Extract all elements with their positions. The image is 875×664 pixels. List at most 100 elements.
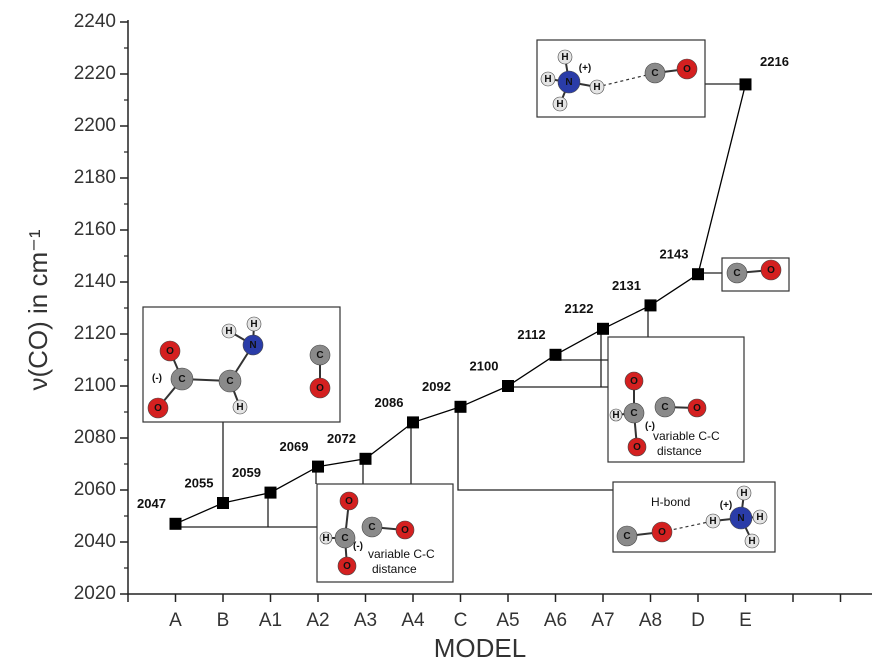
inset: C O H H N (+) H H H-bond [613,482,775,552]
y-tick-label: 2120 [74,323,116,344]
atom-label: C [316,350,323,361]
atom-label: H [612,410,619,421]
data-label: 2112 [517,327,545,342]
x-tick-label: B [217,610,230,631]
x-tick-label: A7 [591,610,614,631]
atom-label: C [178,374,185,385]
atom-label: H [225,326,232,337]
data-point [312,461,324,473]
atom-label: C [368,522,375,533]
atom-label: H [709,516,716,527]
data-label: 2072 [327,431,356,446]
x-tick-label: C [454,610,468,631]
y-tick-label: 2140 [74,271,116,292]
x-tick-label: A6 [544,610,567,631]
connector [458,407,613,490]
data-point [407,416,419,428]
atom-label: H [556,99,563,110]
inset: CO [722,258,789,291]
inset-note: variable C-C [653,429,720,443]
data-point [455,401,467,413]
data-point [645,299,657,311]
x-tick-label: A5 [496,610,519,631]
atom-label: O [633,442,641,453]
atom-label: N [565,77,572,88]
atom-label: C [661,402,668,413]
data-label: 2143 [660,247,689,262]
atom-label: H [544,74,551,85]
y-tick-label: 2200 [74,115,116,136]
atom-label: O [345,496,353,507]
atom-label: O [166,346,174,357]
data-point [217,497,229,509]
data-label: 2059 [232,465,261,480]
atom-label: (+) [720,500,733,511]
y-tick-label: 2160 [74,219,116,240]
atom-label: C [733,268,740,279]
atom-label: H [250,319,257,330]
data-point [597,323,609,335]
atom-label: C [651,68,658,79]
atom-label: O [154,403,162,414]
x-tick-label: A [169,610,182,631]
y-tick-label: 2040 [74,531,116,552]
data-point [360,453,372,465]
atom-label: O [683,64,691,75]
atom-label: H [740,488,747,499]
atom-label: C [630,408,637,419]
inset-note: distance [657,444,702,458]
data-label: 2069 [280,439,309,454]
x-tick-label: A3 [354,610,377,631]
atom-label: O [767,265,775,276]
atom-label: O [316,383,324,394]
x-axis-label: MODEL [434,633,526,663]
atom-label: C [341,533,348,544]
y-tick-label: 2060 [74,479,116,500]
atom-label: H [593,82,600,93]
page: MODEL ν(CO) in cm⁻¹ 2020 2040 2060 2080 2100… [0,0,875,664]
y-tick-label: 2220 [74,63,116,84]
atom-label: N [737,513,744,524]
atom-label: C [623,531,630,542]
atom-label: O [658,527,666,538]
atom-label: H [322,533,329,544]
atom-label: O [693,403,701,414]
y-tick-label: 2100 [74,375,116,396]
chart: MODEL ν(CO) in cm⁻¹ 2020 2040 2060 2080 2100… [0,0,875,664]
atom-label: (-) [152,373,162,384]
atom-label: C [226,376,233,387]
data-label: 2100 [470,358,499,373]
data-point [740,78,752,90]
data-label: 2055 [185,475,214,490]
inset-note: H-bond [651,495,690,509]
atom-label: O [401,525,409,536]
data-point [550,349,562,361]
y-tick-label: 2020 [74,583,116,604]
y-tick-label: 2180 [74,167,116,188]
x-tick-label: A4 [401,610,425,631]
atom-label: H [561,52,568,63]
y-tick-label: 2240 [74,11,116,32]
data-point [265,487,277,499]
data-label: 2122 [565,301,594,316]
atom-label: N [249,340,256,351]
atom-label: (-) [353,541,363,552]
atom-label: O [343,561,351,572]
x-tick-label: E [739,610,752,631]
y-axis-label: ν(CO) in cm⁻¹ [23,229,53,390]
data-label: 2216 [760,54,789,69]
atom-label: H [748,536,755,547]
data-point [692,268,704,280]
y-tick-label: 2080 [74,427,116,448]
inset: HHN(+)HHCO [537,40,705,117]
data-point [502,380,514,392]
x-tick-label: A1 [259,610,282,631]
x-tick-label: A8 [639,610,662,631]
inset-note: variable C-C [368,547,435,561]
atom-label: (+) [579,63,592,74]
atom-label: H [756,512,763,523]
data-point [170,518,182,530]
atom-label: O [630,376,638,387]
